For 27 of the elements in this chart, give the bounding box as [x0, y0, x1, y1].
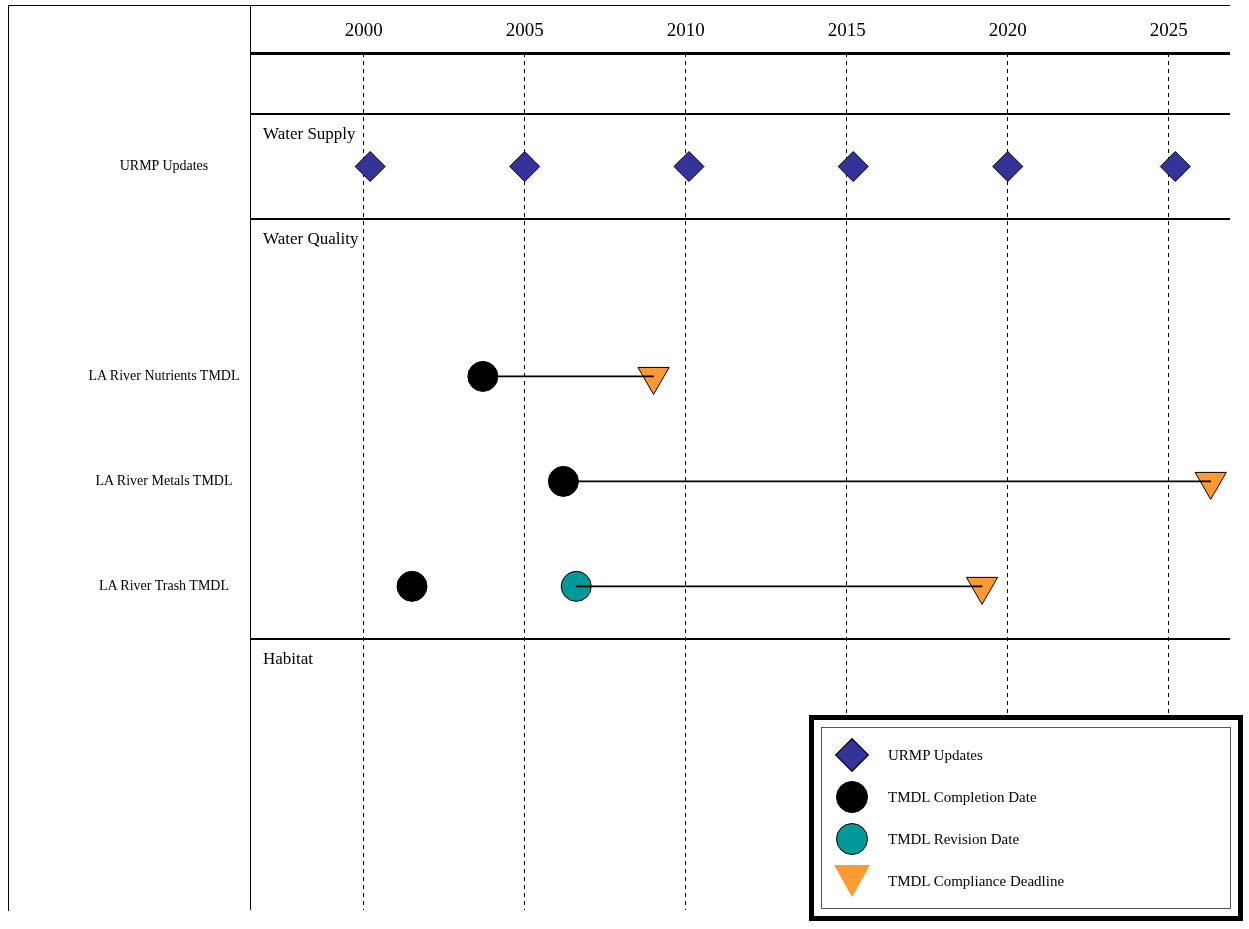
x-tick-label: 2010 — [666, 19, 705, 41]
point — [396, 570, 428, 602]
y-tick-label: URMP Updates — [119, 158, 209, 174]
legend-label: TMDL Revision Date — [888, 830, 1020, 848]
point — [1159, 151, 1191, 183]
point — [467, 360, 499, 392]
x-tick-label: 2020 — [988, 19, 1027, 41]
point — [547, 465, 579, 497]
annotation: Habitat — [263, 648, 314, 668]
point — [837, 151, 869, 183]
annotation: Water Quality — [263, 228, 359, 248]
x-tick-label: 2015 — [827, 19, 866, 41]
point — [509, 151, 541, 183]
point — [354, 151, 386, 183]
legend-label: URMP Updates — [888, 746, 983, 764]
legend-label: TMDL Completion Date — [888, 788, 1037, 806]
y-tick-label: LA River Nutrients TMDL — [88, 368, 240, 384]
y-tick-label: LA River Metals TMDL — [95, 473, 233, 489]
point — [560, 570, 592, 602]
point — [673, 151, 705, 183]
x-tick-label: 2000 — [344, 19, 383, 41]
legend-label: TMDL Compliance Deadline — [888, 872, 1065, 890]
x-tick-label: 2025 — [1149, 19, 1188, 41]
annotation: Water Supply — [263, 124, 357, 143]
y-tick-label: LA River Trash TMDL — [98, 578, 230, 594]
point — [992, 151, 1024, 183]
x-tick-label: 2005 — [505, 19, 544, 41]
